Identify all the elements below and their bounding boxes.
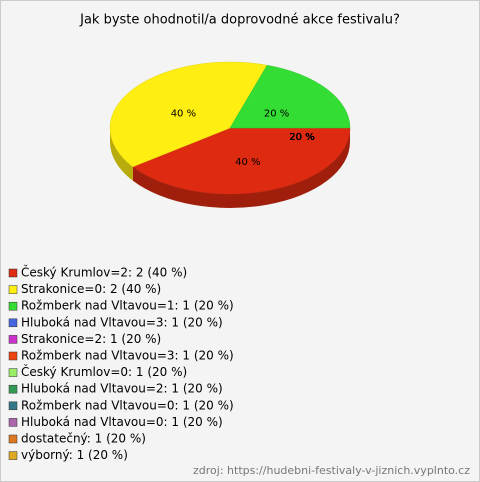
legend-swatch: [8, 368, 18, 377]
slice-label: 20 %: [289, 132, 314, 143]
chart-title: Jak byste ohodnotil/a doprovodné akce fe…: [79, 13, 400, 28]
legend-swatch: [8, 301, 18, 311]
legend-swatch: [8, 384, 18, 394]
slice-label: 20 %: [289, 132, 314, 143]
legend-label: Hluboká nad Vltavou=0: 1 (20 %): [21, 415, 223, 429]
slice-label: 20 %: [289, 132, 314, 143]
legend-label: dostatečný: 1 (20 %): [21, 432, 146, 446]
legend-swatch: [8, 418, 18, 427]
legend-label: Rožmberk nad Vltavou=3: 1 (20 %): [21, 349, 234, 363]
legend-swatch: [8, 451, 18, 460]
slice-label: 20 %: [289, 132, 314, 143]
pie-side: [132, 128, 350, 208]
legend-swatch: [8, 351, 18, 361]
pie-slice: [109, 61, 268, 168]
legend-label: Hluboká nad Vltavou=3: 1 (20 %): [21, 315, 223, 329]
legend-label: Hluboká nad Vltavou=2: 1 (20 %): [21, 382, 223, 396]
legend-swatch: [8, 268, 18, 278]
slice-label: 20 %: [289, 132, 314, 143]
pie-slice: [229, 64, 351, 129]
legend-swatch: [8, 285, 18, 294]
slice-label: 20 %: [289, 132, 314, 143]
legend-label: Rožmberk nad Vltavou=0: 1 (20 %): [21, 398, 234, 412]
legend-label: Český Krumlov=0: 1 (20 %): [21, 364, 187, 379]
legend-swatch: [8, 335, 18, 344]
slice-label: 20 %: [289, 132, 314, 143]
slice-label: 20 %: [289, 132, 314, 143]
pie-slice: [132, 127, 351, 195]
legend-swatch: [8, 434, 18, 444]
source: zdroj: https://hudebni-festivaly-v-jizni…: [193, 464, 470, 477]
legend-label: výborný: 1 (20 %): [21, 448, 128, 462]
legend-swatch: [8, 401, 18, 411]
pie-side: [110, 128, 133, 181]
legend-label: Rožmberk nad Vltavou=1: 1 (20 %): [21, 299, 234, 313]
slice-label: 20 %: [289, 132, 314, 143]
slice-label: 40 %: [171, 108, 196, 119]
legend-label: Strakonice=2: 1 (20 %): [21, 332, 161, 346]
legend-swatch: [8, 318, 18, 328]
legend-label: Strakonice=0: 2 (40 %): [21, 282, 161, 296]
slice-label: 40 %: [235, 157, 260, 168]
legend-label: Český Krumlov=2: 2 (40 %): [21, 265, 187, 280]
slice-label: 20 %: [264, 108, 289, 119]
